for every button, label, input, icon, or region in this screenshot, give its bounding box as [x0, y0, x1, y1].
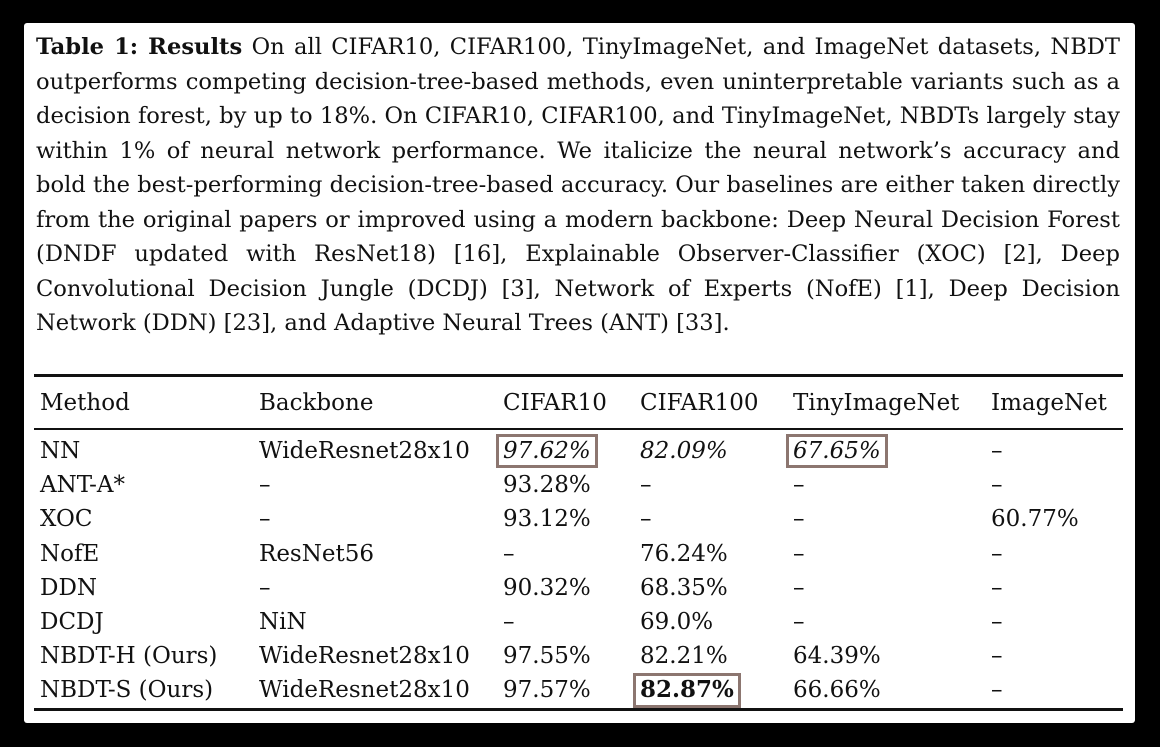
caption-text: On all CIFAR10, CIFAR100, TinyImageNet, …	[36, 34, 1120, 336]
imagenet-cell: –	[991, 472, 1003, 499]
imagenet-cell: 60.77%	[991, 506, 1079, 533]
tinyimagenet-cell: –	[793, 574, 805, 601]
cifar100-cell: 69.0%	[640, 609, 714, 636]
cifar100-cell: 82.21%	[640, 643, 728, 670]
backbone-cell: ResNet56	[259, 540, 374, 567]
cifar100-cell: –	[640, 472, 652, 499]
tinyimagenet-cell: –	[793, 506, 805, 533]
table-row: ANT-A* – 93.28% – – –	[34, 468, 1123, 502]
cifar10-cell: 97.55%	[503, 643, 591, 670]
imagenet-cell: –	[991, 677, 1003, 704]
method-cell: NBDT-S (Ours)	[40, 677, 214, 704]
highlighted-value: 82.87%	[633, 673, 741, 708]
tinyimagenet-cell: –	[793, 609, 805, 636]
imagenet-cell: –	[991, 609, 1003, 636]
backbone-cell: WideResnet28x10	[259, 643, 470, 670]
table-caption: Table 1: Results On all CIFAR10, CIFAR10…	[36, 30, 1120, 341]
tinyimagenet-cell: –	[793, 472, 805, 499]
column-header-backbone: Backbone	[259, 389, 374, 416]
results-table: Method Backbone CIFAR10 CIFAR100 TinyIma…	[34, 377, 1123, 708]
cifar100-cell: 68.35%	[640, 574, 728, 601]
method-cell: DDN	[40, 574, 98, 601]
tinyimagenet-cell: 64.39%	[793, 643, 881, 670]
column-header-tinyimagenet: TinyImageNet	[793, 389, 960, 416]
method-cell: NBDT-H (Ours)	[40, 643, 218, 670]
backbone-cell: –	[259, 472, 271, 499]
method-cell: NofE	[40, 540, 100, 567]
table-figure: Table 1: Results On all CIFAR10, CIFAR10…	[24, 23, 1135, 723]
imagenet-cell: –	[991, 574, 1003, 601]
table-header-row: Method Backbone CIFAR10 CIFAR100 TinyIma…	[34, 377, 1123, 428]
backbone-cell: WideResnet28x10	[259, 438, 470, 465]
cifar100-cell: 76.24%	[640, 540, 728, 567]
table-top-rule	[34, 374, 1123, 377]
backbone-cell: NiN	[259, 609, 307, 636]
table-header-rule	[34, 428, 1123, 430]
method-cell: ANT-A*	[40, 472, 125, 499]
backbone-cell: –	[259, 574, 271, 601]
table-bottom-rule	[34, 708, 1123, 711]
cifar10-cell: –	[503, 609, 515, 636]
cifar100-cell: –	[640, 506, 652, 533]
caption-label: Table 1: Results	[36, 34, 243, 60]
cifar100-cell: 82.09%	[640, 438, 728, 465]
cifar10-cell: –	[503, 540, 515, 567]
method-cell: DCDJ	[40, 609, 104, 636]
cifar10-cell: 93.12%	[503, 506, 591, 533]
table-row: NBDT-S (Ours) WideResnet28x10 97.57% 82.…	[34, 673, 1123, 708]
backbone-cell: WideResnet28x10	[259, 677, 470, 704]
imagenet-cell: –	[991, 540, 1003, 567]
column-header-cifar10: CIFAR10	[503, 389, 607, 416]
cifar10-cell: 97.62%	[496, 428, 634, 469]
method-cell: XOC	[40, 506, 93, 533]
column-header-imagenet: ImageNet	[991, 389, 1107, 416]
imagenet-cell: –	[991, 438, 1003, 465]
method-cell: NN	[40, 438, 81, 465]
highlighted-value: 67.65%	[786, 433, 888, 469]
cifar100-cell: 82.87%	[633, 673, 787, 708]
table-row: NBDT-H (Ours) WideResnet28x10 97.55% 82.…	[34, 639, 1123, 673]
table-row: NN WideResnet28x10 97.62% 82.09% 67.65% …	[34, 428, 1123, 469]
cifar10-cell: 93.28%	[503, 472, 591, 499]
cifar10-cell: 90.32%	[503, 574, 591, 601]
table-row: DCDJ NiN – 69.0% – –	[34, 605, 1123, 639]
backbone-cell: –	[259, 506, 271, 533]
tinyimagenet-cell: 67.65%	[786, 428, 985, 469]
cifar10-cell: 97.57%	[503, 677, 591, 704]
table-row: XOC – 93.12% – – 60.77%	[34, 502, 1123, 536]
column-header-cifar100: CIFAR100	[640, 389, 759, 416]
tinyimagenet-cell: –	[793, 540, 805, 567]
tinyimagenet-cell: 66.66%	[793, 677, 881, 704]
table-row: NofE ResNet56 – 76.24% – –	[34, 537, 1123, 571]
table-row: DDN – 90.32% 68.35% – –	[34, 571, 1123, 605]
highlighted-value: 97.62%	[496, 433, 598, 469]
column-header-method: Method	[40, 389, 130, 416]
imagenet-cell: –	[991, 643, 1003, 670]
